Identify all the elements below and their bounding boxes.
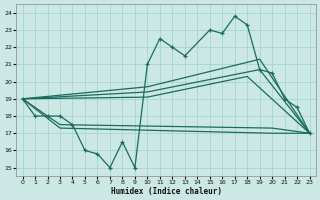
X-axis label: Humidex (Indice chaleur): Humidex (Indice chaleur) (111, 187, 221, 196)
